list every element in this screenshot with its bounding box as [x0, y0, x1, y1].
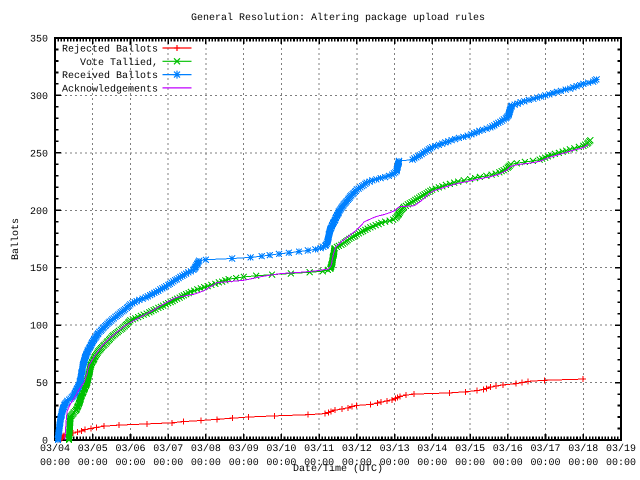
svg-text:00:00: 00:00 — [417, 458, 447, 469]
svg-text:00:00: 00:00 — [40, 458, 70, 469]
svg-text:250: 250 — [30, 149, 48, 160]
svg-text:03/14: 03/14 — [417, 443, 447, 455]
svg-text:03/17: 03/17 — [530, 443, 560, 455]
svg-text:General Resolution: Altering p: General Resolution: Altering package upl… — [191, 12, 485, 24]
svg-text:Rejected Ballots: Rejected Ballots — [62, 44, 158, 56]
svg-text:150: 150 — [30, 264, 48, 275]
svg-text:00:00: 00:00 — [380, 458, 410, 469]
svg-text:03/06: 03/06 — [115, 443, 145, 455]
svg-text:00:00: 00:00 — [455, 458, 485, 469]
svg-text:00:00: 00:00 — [568, 458, 598, 469]
svg-text:Acknowledgements: Acknowledgements — [62, 83, 158, 95]
svg-text:03/04: 03/04 — [40, 443, 70, 455]
svg-text:Received Ballots: Received Ballots — [62, 70, 158, 82]
svg-text:03/13: 03/13 — [380, 443, 410, 455]
svg-text:00:00: 00:00 — [606, 458, 636, 469]
svg-text:00:00: 00:00 — [530, 458, 560, 469]
svg-text:00:00: 00:00 — [115, 458, 145, 469]
svg-text:00:00: 00:00 — [342, 458, 372, 469]
svg-text:Ballots: Ballots — [10, 218, 22, 260]
svg-text:03/16: 03/16 — [493, 443, 523, 455]
svg-text:00:00: 00:00 — [191, 458, 221, 469]
svg-text:00:00: 00:00 — [266, 458, 296, 469]
svg-text:03/18: 03/18 — [568, 443, 598, 455]
svg-text:03/05: 03/05 — [78, 443, 108, 455]
svg-text:03/12: 03/12 — [342, 443, 372, 455]
svg-text:300: 300 — [30, 92, 48, 103]
svg-text:03/07: 03/07 — [153, 443, 183, 455]
svg-text:00:00: 00:00 — [229, 458, 259, 469]
svg-text:00:00: 00:00 — [78, 458, 108, 469]
svg-text:350: 350 — [30, 35, 48, 46]
svg-text:03/15: 03/15 — [455, 443, 485, 455]
svg-text:03/09: 03/09 — [229, 443, 259, 455]
svg-text:03/11: 03/11 — [304, 443, 334, 455]
svg-text:03/10: 03/10 — [266, 443, 296, 455]
svg-text:00:00: 00:00 — [153, 458, 183, 469]
svg-text:0: 0 — [42, 437, 48, 448]
svg-text:00:00: 00:00 — [304, 458, 334, 469]
svg-text:100: 100 — [30, 322, 48, 333]
svg-text:Vote Tallied,: Vote Tallied, — [80, 57, 158, 69]
svg-text:03/19: 03/19 — [606, 443, 636, 455]
svg-text:200: 200 — [30, 207, 48, 218]
svg-text:00:00: 00:00 — [493, 458, 523, 469]
svg-text:50: 50 — [36, 379, 48, 390]
svg-text:Date/Time (UTC): Date/Time (UTC) — [293, 463, 383, 475]
svg-text:03/08: 03/08 — [191, 443, 221, 455]
